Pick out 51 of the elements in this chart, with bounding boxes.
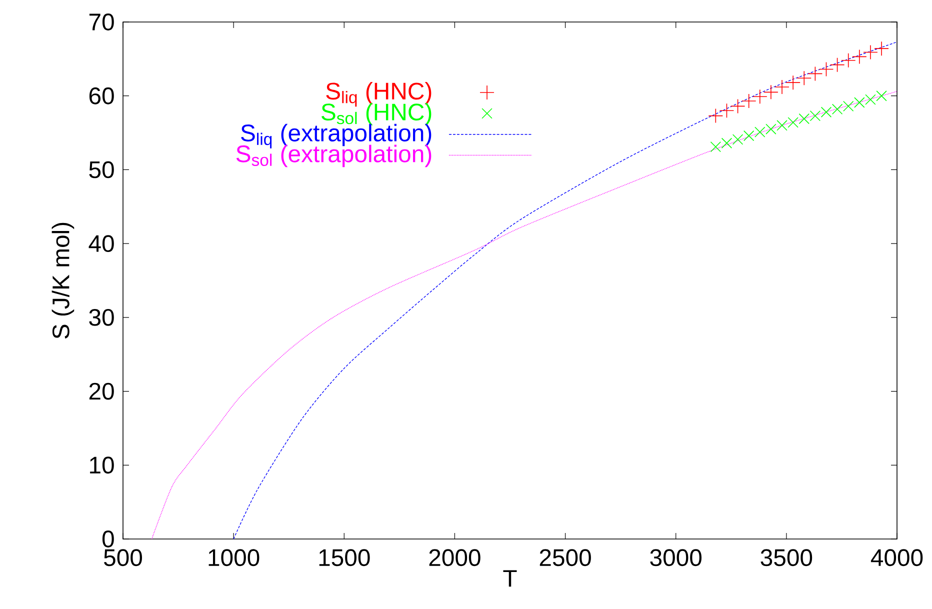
line-series [233,42,898,539]
x-tick-label: 1000 [208,549,260,566]
point [796,70,812,86]
point [719,103,734,118]
point [808,66,823,82]
point [766,124,776,134]
point [820,106,832,118]
point [730,98,746,114]
y-tick-label: 50 [89,161,114,178]
point [776,120,788,131]
point [876,90,887,102]
point [786,75,800,90]
y-tick-label: 60 [89,87,114,104]
point [852,49,867,64]
point [754,126,766,138]
point [798,113,810,124]
point [708,108,724,124]
point [743,130,754,142]
point [741,94,756,108]
x-tick-label: 3000 [650,549,702,566]
point [832,104,843,114]
x-tick-label: 500 [104,549,142,566]
y-axis-title: S (J/K mol) [52,222,74,339]
point [830,57,845,72]
y-tick-label: 30 [89,308,114,326]
point [788,117,798,128]
point [764,84,778,100]
x-tick-label: 2000 [429,549,480,566]
point [752,89,768,104]
y-tick-label: 0 [102,530,114,548]
x-tick-label: 1500 [319,549,370,566]
point [810,110,821,122]
x-tick-label: 4000 [870,549,923,566]
point [843,100,854,112]
point [854,97,865,108]
x-tick-label: 2500 [540,549,591,566]
point [863,44,878,60]
x-axis-title: T [503,570,517,587]
point [732,134,744,145]
point [865,94,876,105]
point [874,41,889,56]
point [840,53,856,68]
y-tick-label: 70 [89,14,114,30]
x-tick-label: 3500 [760,549,812,566]
y-tick-label: 20 [89,382,114,400]
point [818,62,834,77]
point [721,138,732,148]
point [774,80,790,94]
y-tick-label: 10 [90,456,114,474]
y-tick-label: 40 [88,235,114,252]
point [710,141,722,152]
